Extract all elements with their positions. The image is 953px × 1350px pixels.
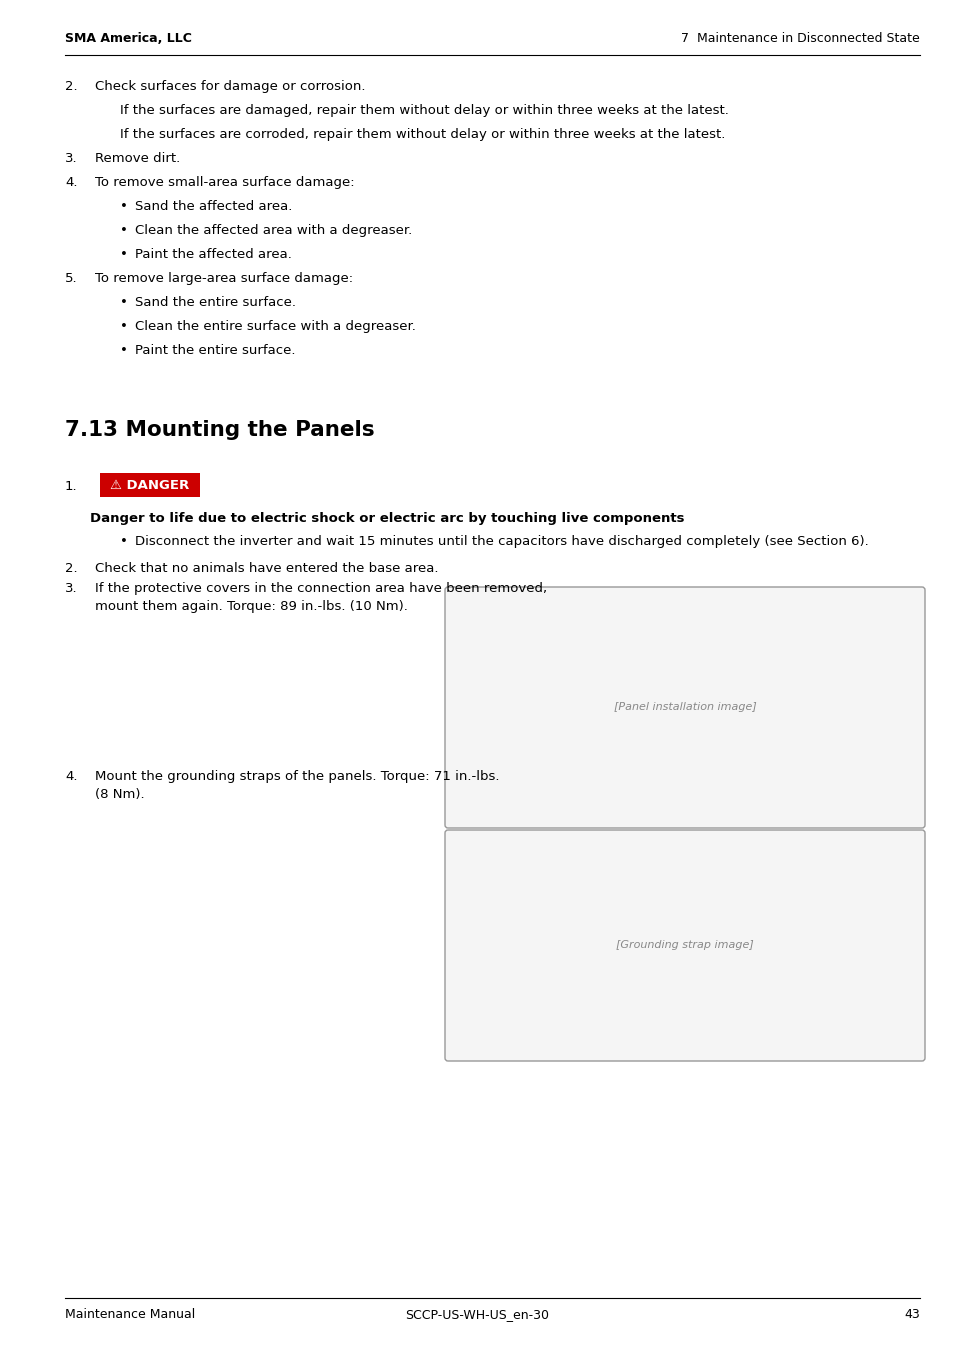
Text: If the protective covers in the connection area have been removed,: If the protective covers in the connecti… — [95, 582, 547, 595]
Text: Mount the grounding straps of the panels. Torque: 71 in.-lbs.: Mount the grounding straps of the panels… — [95, 769, 499, 783]
Text: 4.: 4. — [65, 769, 77, 783]
Text: •: • — [120, 296, 128, 309]
Text: To remove large-area surface damage:: To remove large-area surface damage: — [95, 271, 353, 285]
Text: 7.13 Mounting the Panels: 7.13 Mounting the Panels — [65, 420, 375, 440]
Text: 4.: 4. — [65, 176, 77, 189]
FancyBboxPatch shape — [100, 472, 200, 497]
Text: 2.: 2. — [65, 562, 77, 575]
Text: •: • — [120, 224, 128, 238]
Text: Clean the entire surface with a degreaser.: Clean the entire surface with a degrease… — [135, 320, 416, 333]
Text: To remove small-area surface damage:: To remove small-area surface damage: — [95, 176, 355, 189]
Text: Sand the affected area.: Sand the affected area. — [135, 200, 292, 213]
Text: •: • — [120, 344, 128, 356]
Text: If the surfaces are damaged, repair them without delay or within three weeks at : If the surfaces are damaged, repair them… — [120, 104, 728, 117]
Text: Clean the affected area with a degreaser.: Clean the affected area with a degreaser… — [135, 224, 412, 238]
Text: mount them again. Torque: 89 in.-lbs. (10 Nm).: mount them again. Torque: 89 in.-lbs. (1… — [95, 599, 408, 613]
FancyBboxPatch shape — [444, 830, 924, 1061]
Text: •: • — [120, 248, 128, 261]
Text: Danger to life due to electric shock or electric arc by touching live components: Danger to life due to electric shock or … — [90, 512, 684, 525]
Text: Maintenance Manual: Maintenance Manual — [65, 1308, 195, 1322]
FancyBboxPatch shape — [444, 587, 924, 828]
Text: Remove dirt.: Remove dirt. — [95, 153, 180, 165]
Text: [Panel installation image]: [Panel installation image] — [613, 702, 756, 713]
Text: ⚠ DANGER: ⚠ DANGER — [111, 478, 190, 491]
Text: (8 Nm).: (8 Nm). — [95, 788, 145, 801]
Text: •: • — [120, 200, 128, 213]
Text: 2.: 2. — [65, 80, 77, 93]
Text: •: • — [120, 320, 128, 333]
Text: [Grounding strap image]: [Grounding strap image] — [616, 941, 753, 950]
Text: Disconnect the inverter and wait 15 minutes until the capacitors have discharged: Disconnect the inverter and wait 15 minu… — [135, 535, 868, 548]
Text: 3.: 3. — [65, 582, 77, 595]
Text: 1.: 1. — [65, 481, 77, 493]
Text: 3.: 3. — [65, 153, 77, 165]
Text: 5.: 5. — [65, 271, 77, 285]
Text: 7  Maintenance in Disconnected State: 7 Maintenance in Disconnected State — [680, 32, 919, 45]
Text: 43: 43 — [903, 1308, 919, 1322]
Text: Sand the entire surface.: Sand the entire surface. — [135, 296, 295, 309]
Text: SMA America, LLC: SMA America, LLC — [65, 32, 192, 45]
Text: Paint the affected area.: Paint the affected area. — [135, 248, 292, 261]
Text: Paint the entire surface.: Paint the entire surface. — [135, 344, 295, 356]
Text: Check surfaces for damage or corrosion.: Check surfaces for damage or corrosion. — [95, 80, 365, 93]
Text: SCCP-US-WH-US_en-30: SCCP-US-WH-US_en-30 — [405, 1308, 548, 1322]
Text: Check that no animals have entered the base area.: Check that no animals have entered the b… — [95, 562, 438, 575]
Text: •: • — [120, 535, 128, 548]
Text: If the surfaces are corroded, repair them without delay or within three weeks at: If the surfaces are corroded, repair the… — [120, 128, 724, 140]
